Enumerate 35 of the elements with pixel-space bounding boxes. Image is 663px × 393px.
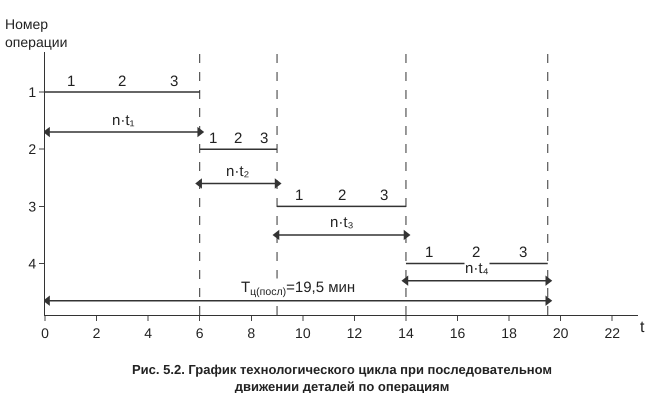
x-tick-label: 22 [604,324,620,341]
y-tick-label: 3 [28,198,36,214]
annotation: 2 [234,130,242,147]
x-tick-label: 4 [144,324,152,341]
annotation: n·t₄ [465,260,489,277]
annotation: 2 [338,187,346,204]
y-tick-label: 4 [28,255,36,272]
annotation: 3 [170,73,178,90]
x-tick-label: 10 [295,324,311,341]
annotation: 1 [425,244,434,261]
y-axis-title: Номер операции [5,16,68,50]
x-tick-label: 8 [247,324,256,341]
annotation: 3 [380,187,388,204]
x-tick-label: 6 [196,324,204,341]
annotation: n·t₁ [112,112,135,129]
annotation: n·t₃ [330,214,354,231]
y-tick-label: 2 [28,141,36,158]
x-tick-label: 14 [398,324,414,341]
annotation: 1 [209,130,218,147]
annotation: 3 [260,130,268,147]
x-tick-label: 18 [501,324,518,341]
x-tick-label: 0 [41,324,50,341]
annotation: 1 [295,187,304,204]
x-axis-title: t [640,319,645,336]
annotation: 2 [472,244,480,261]
annotation: 2 [118,73,126,90]
annotation: 3 [519,244,528,261]
annotation: n·t₂ [226,163,250,180]
annotation: 1 [67,73,76,90]
x-tick-label: 16 [450,324,466,341]
y-tick-label: 1 [28,84,36,100]
annotation: T$_{ц(посл)}$=19,5 мин [241,279,356,298]
x-tick-label: 20 [552,324,569,341]
x-tick-label: 12 [346,324,362,341]
x-tick-label: 2 [92,324,101,341]
